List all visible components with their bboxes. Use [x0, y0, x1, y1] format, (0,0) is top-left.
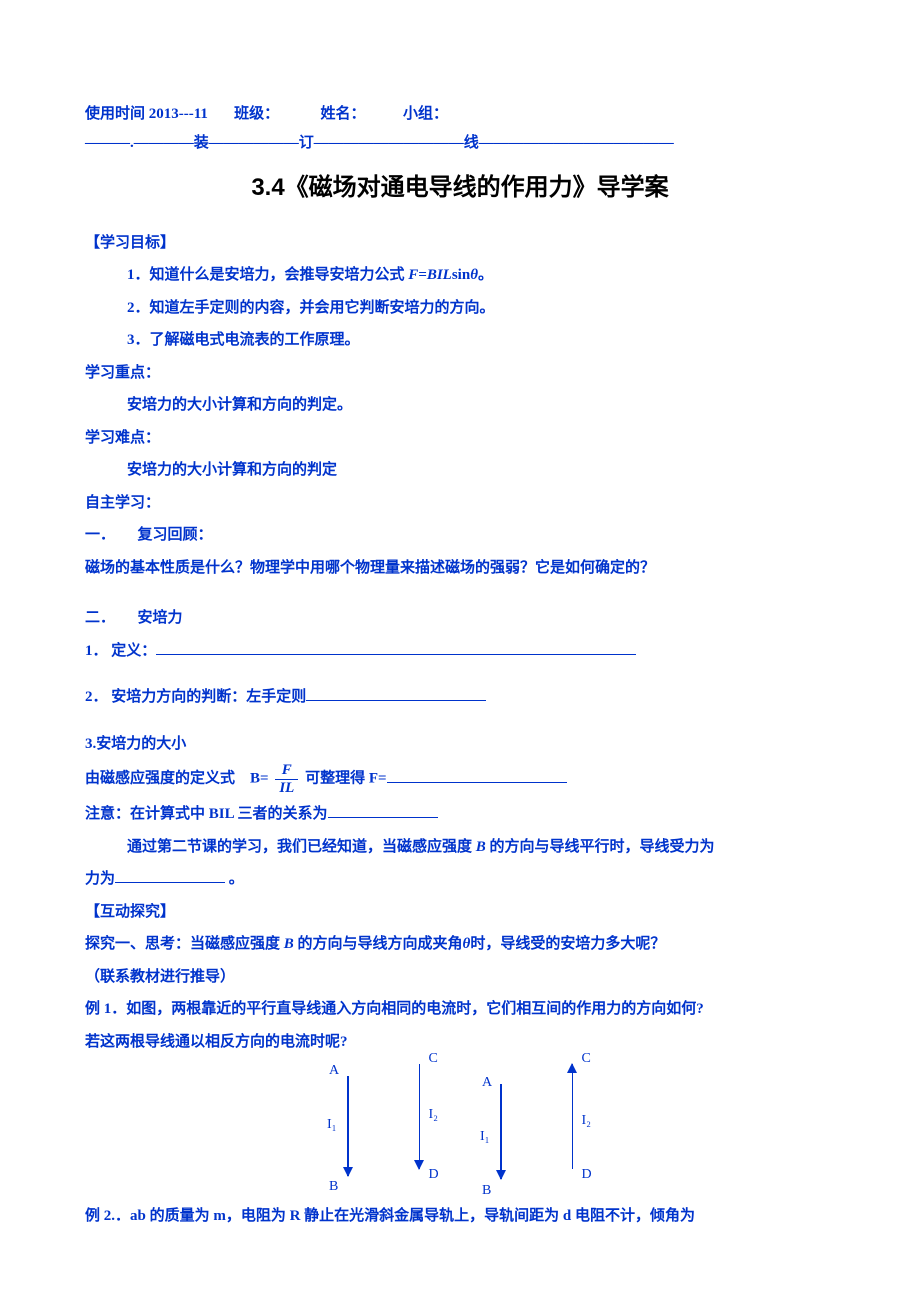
direction-line: 2． 安培力方向的判断：左手定则: [85, 683, 835, 712]
wire-4: C I₂ D: [572, 1064, 574, 1194]
wire-2-current: I₂: [429, 1102, 439, 1129]
wire-4-current: I₂: [582, 1108, 592, 1135]
lesson2-blank-line: 力为 。: [85, 865, 835, 894]
wire-group-2: A I₁ B C I₂ D: [500, 1064, 573, 1194]
wire-1-current: I₁: [327, 1112, 337, 1139]
wire-2: C I₂ D: [419, 1064, 421, 1194]
definition-blank: [156, 640, 636, 655]
objective-3: 3．了解磁电式电流表的工作原理。: [85, 326, 835, 355]
objective-1: 1．知道什么是安培力，会推导安培力公式 F=BILsinθ。: [85, 261, 835, 290]
inquiry-1: 探究一、思考：当磁感应强度 B 的方向与导线方向成夹角θ时，导线受的安培力多大呢…: [85, 930, 835, 959]
force-blank: [115, 868, 225, 883]
keypoints-heading: 学习重点：: [85, 359, 835, 388]
header-info: 使用时间 2013---11 班级： 姓名： 小组：: [85, 100, 835, 129]
direction-blank: [306, 686, 486, 701]
wire-3: A I₁ B: [500, 1064, 502, 1194]
inquiry-1-hint: （联系教材进行推导）: [85, 963, 835, 992]
difficult-text: 安培力的大小计算和方向的判定: [85, 456, 835, 485]
formula-blank: [387, 768, 567, 783]
name-label: 姓名：: [320, 106, 365, 122]
keypoints-text: 安培力的大小计算和方向的判定。: [85, 391, 835, 420]
wire-1-top: A: [329, 1058, 339, 1085]
wire-4-top: C: [582, 1046, 591, 1073]
wire-2-top: C: [429, 1046, 438, 1073]
definition-line: 1． 定义：: [85, 637, 835, 666]
selfstudy-heading: 自主学习：: [85, 489, 835, 518]
wire-4-line: [572, 1064, 574, 1169]
time-label: 使用时间 2013---11: [85, 106, 208, 122]
lesson2-line: 通过第二节课的学习，我们已经知道，当磁感应强度 B 的方向与导线平行时，导线受力…: [85, 833, 835, 862]
wire-2-bottom: D: [429, 1162, 439, 1189]
page-title: 3.4《磁场对通电导线的作用力》导学案: [85, 165, 835, 211]
wire-2-line: [419, 1064, 421, 1169]
wire-4-bottom: D: [582, 1162, 592, 1189]
review-question: 磁场的基本性质是什么？物理学中用哪个物理量来描述磁场的强弱？它是如何确定的？: [85, 554, 835, 583]
wire-3-bottom: B: [482, 1178, 491, 1205]
formula-line: 由磁感应强度的定义式 B= F IL 可整理得 F=: [85, 762, 835, 796]
example-1-q2: 若这两根导线通以相反方向的电流时呢?: [85, 1028, 835, 1057]
magnitude-heading: 3.安培力的大小: [85, 730, 835, 759]
wire-1-bottom: B: [329, 1174, 338, 1201]
wire-3-current: I₁: [480, 1124, 490, 1151]
wire-diagram: A I₁ B C I₂ D A I₁ B C I₂ D: [85, 1064, 835, 1194]
note-blank: [328, 803, 438, 818]
objectives-heading: 【学习目标】: [85, 229, 835, 258]
note-line: 注意：在计算式中 BIL 三者的关系为: [85, 800, 835, 829]
group-label: 小组：: [403, 106, 448, 122]
example-2: 例 2.．ab 的质量为 m，电阻为 R 静止在光滑斜金属导轨上，导轨间距为 d…: [85, 1202, 835, 1231]
fraction-F-IL: F IL: [275, 762, 298, 796]
example-1: 例 1．如图，两根靠近的平行直导线通入方向相同的电流时，它们相互间的作用力的方向…: [85, 995, 835, 1024]
binding-line: ———.————装——————订——————————线—————————————: [85, 129, 835, 158]
class-label: 班级：: [234, 106, 279, 122]
inquiry-heading: 【互动探究】: [85, 898, 835, 927]
wire-1-line: [347, 1076, 349, 1176]
difficult-heading: 学习难点：: [85, 424, 835, 453]
wire-3-top: A: [482, 1070, 492, 1097]
ampere-heading: 二． 安培力: [85, 604, 835, 633]
wire-1: A I₁ B: [347, 1064, 349, 1194]
wire-group-1: A I₁ B C I₂ D: [347, 1064, 420, 1194]
objective-2: 2．知道左手定则的内容，并会用它判断安培力的方向。: [85, 294, 835, 323]
review-heading: 一． 复习回顾：: [85, 521, 835, 550]
wire-3-line: [500, 1084, 502, 1179]
